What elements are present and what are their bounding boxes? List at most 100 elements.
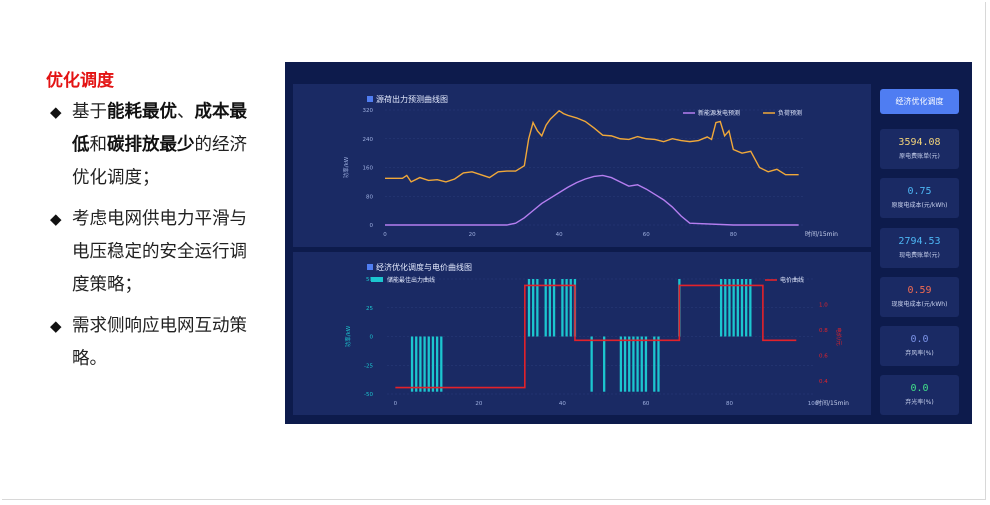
storage-bar	[548, 279, 552, 337]
storage-bar	[410, 336, 414, 392]
card-value: 0.59	[907, 285, 932, 296]
y-tick-label: 160	[363, 166, 374, 172]
bullet-text: 需求侧响应电网互动策略。	[72, 316, 247, 369]
storage-bar	[419, 336, 422, 392]
storage-bar	[644, 336, 648, 392]
storage-bar	[569, 279, 572, 337]
storage-bar	[640, 336, 643, 392]
title-marker-icon	[367, 96, 373, 102]
dispatch-chart: 经济优化调度与电价曲线图 -50 -25 0 25 50 0.4 0.6 0.8 1.0 0 20 40…	[344, 262, 849, 407]
card-label: 弃光率(%)	[905, 399, 934, 406]
y2-tick-label: 0.4	[819, 379, 828, 385]
diamond-bullet-icon: ◆	[50, 103, 62, 121]
x-tick-label: 80	[726, 401, 733, 407]
series-line	[385, 174, 799, 226]
card-value: 0.0	[910, 383, 929, 394]
storage-bar	[544, 279, 547, 337]
storage-bar	[561, 279, 564, 337]
storage-bar	[724, 279, 727, 337]
legend-swatch	[371, 277, 383, 282]
chart-title: 源荷出力预测曲线图	[376, 94, 448, 104]
forecast-chart-panel: 源荷出力预测曲线图 0 80 160 240 320 0 20 40 60 80 功率/kW 时间/15…	[293, 84, 871, 247]
card-current-bill: 2794.53 现电费账单(元)	[880, 228, 959, 268]
storage-bar	[628, 336, 631, 392]
y-axis-label: 功率/kW	[344, 325, 352, 347]
card-label: 现度电成本(元/kWh)	[891, 301, 948, 308]
storage-bar	[636, 336, 639, 392]
y-axis-label: 功率/kW	[342, 156, 350, 178]
x-tick-label: 0	[394, 401, 398, 407]
y-tick-label: 0	[370, 335, 374, 341]
storage-bar	[565, 279, 568, 337]
storage-bar	[736, 279, 739, 337]
card-solar-curtailment: 0.0 弃光率(%)	[880, 375, 959, 415]
storage-bar	[740, 279, 744, 337]
bullet-emphasis: 碳排放最少	[107, 135, 195, 155]
y-tick-label: -25	[364, 363, 373, 369]
storage-bar	[532, 279, 535, 337]
card-label: 原电费账单(元)	[899, 153, 940, 160]
card-value: 3594.08	[898, 137, 941, 148]
chart-title: 经济优化调度与电价曲线图	[376, 262, 472, 272]
bullet-emphasis: 成本最低	[72, 102, 247, 155]
price-line	[395, 284, 797, 389]
storage-bar	[435, 336, 439, 392]
card-label: 弃风率(%)	[905, 350, 934, 357]
x-tick-label: 20	[469, 232, 476, 238]
y-tick-label: 0	[370, 223, 374, 229]
bullet-item: ◆ 基于能耗最优、成本最低和碳排放最少的经济优化调度；	[46, 96, 256, 195]
y-tick-label: 240	[363, 137, 374, 143]
x-tick-label: 100	[808, 401, 819, 407]
card-label: 现电费账单(元)	[899, 252, 940, 259]
storage-bar	[552, 279, 556, 337]
bullet-text: 和	[89, 135, 108, 155]
y-tick-label: 25	[366, 306, 373, 312]
bullet-item: ◆ 考虑电网供电力平滑与电压稳定的安全运行调度策略；	[46, 203, 256, 302]
diamond-bullet-icon: ◆	[50, 210, 62, 228]
title-marker-icon	[367, 264, 373, 270]
legend-label: 负荷预测	[778, 109, 802, 117]
dispatch-chart-panel: 经济优化调度与电价曲线图 -50 -25 0 25 50 0.4 0.6 0.8 1.0 0 20 40…	[293, 252, 871, 415]
legend-label: 储能最佳出力曲线	[387, 276, 435, 284]
bullet-text: 考虑电网供电力平滑与电压稳定的安全运行调度策略；	[72, 209, 247, 295]
storage-bar	[603, 336, 606, 392]
x-tick-label: 20	[475, 401, 482, 407]
card-label: 原度电成本(元/kWh)	[891, 202, 948, 209]
y2-tick-label: 1.0	[819, 303, 828, 309]
bullet-text: 的经济优化调度；	[72, 135, 247, 188]
storage-bar	[657, 336, 660, 392]
card-original-bill: 3594.08 原电费账单(元)	[880, 129, 959, 169]
bullet-emphasis: 能耗最优	[107, 102, 177, 122]
storage-bar	[415, 336, 418, 392]
bullet-item: ◆ 需求侧响应电网互动策略。	[46, 310, 256, 376]
bullet-text: 、	[177, 102, 195, 122]
y-tick-label: 80	[366, 194, 373, 200]
y-tick-label: 320	[363, 108, 374, 114]
storage-bar	[536, 279, 539, 337]
storage-bar	[749, 279, 752, 337]
storage-bar	[632, 336, 635, 392]
x-axis-label: 时间/15min	[816, 399, 849, 407]
x-axis-label: 时间/15min	[805, 230, 838, 238]
storage-bar	[623, 336, 627, 392]
y2-tick-label: 0.6	[819, 354, 828, 360]
slide-title: 优化调度	[46, 71, 114, 91]
bullet-text: 基于	[72, 102, 107, 122]
diamond-bullet-icon: ◆	[50, 317, 62, 335]
card-value: 2794.53	[898, 236, 941, 247]
storage-bar	[431, 336, 435, 392]
x-tick-label: 80	[730, 232, 737, 238]
storage-bar	[427, 336, 430, 392]
storage-bar	[719, 279, 723, 337]
optimize-button[interactable]: 经济优化调度	[880, 89, 959, 114]
card-current-unit-cost: 0.59 现度电成本(元/kWh)	[880, 277, 959, 317]
storage-bar	[745, 279, 748, 337]
bullet-list: ◆ 基于能耗最优、成本最低和碳排放最少的经济优化调度； ◆ 考虑电网供电力平滑与电压稳…	[46, 96, 256, 384]
x-tick-label: 60	[642, 401, 649, 407]
y-tick-label: 50	[366, 277, 373, 283]
storage-bar	[653, 336, 656, 392]
x-tick-label: 0	[383, 232, 387, 238]
card-value: 0.0	[910, 334, 929, 345]
storage-bar	[619, 336, 623, 392]
